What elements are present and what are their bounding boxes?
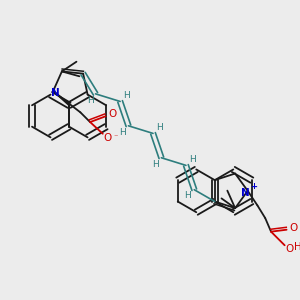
Text: H: H [87, 96, 94, 105]
Text: H: H [184, 191, 191, 200]
Text: O: O [103, 133, 112, 142]
Text: +: + [250, 182, 257, 191]
Text: ⁻: ⁻ [113, 132, 118, 141]
Text: O: O [289, 223, 298, 233]
Text: N: N [242, 188, 250, 198]
Text: H: H [294, 242, 300, 252]
Text: H: H [156, 123, 163, 132]
Text: H: H [152, 160, 159, 169]
Text: O: O [285, 244, 294, 254]
Text: H: H [189, 154, 195, 164]
Text: H: H [119, 128, 126, 136]
Text: N: N [51, 88, 59, 98]
Text: O: O [108, 109, 117, 119]
Text: H: H [123, 91, 130, 100]
